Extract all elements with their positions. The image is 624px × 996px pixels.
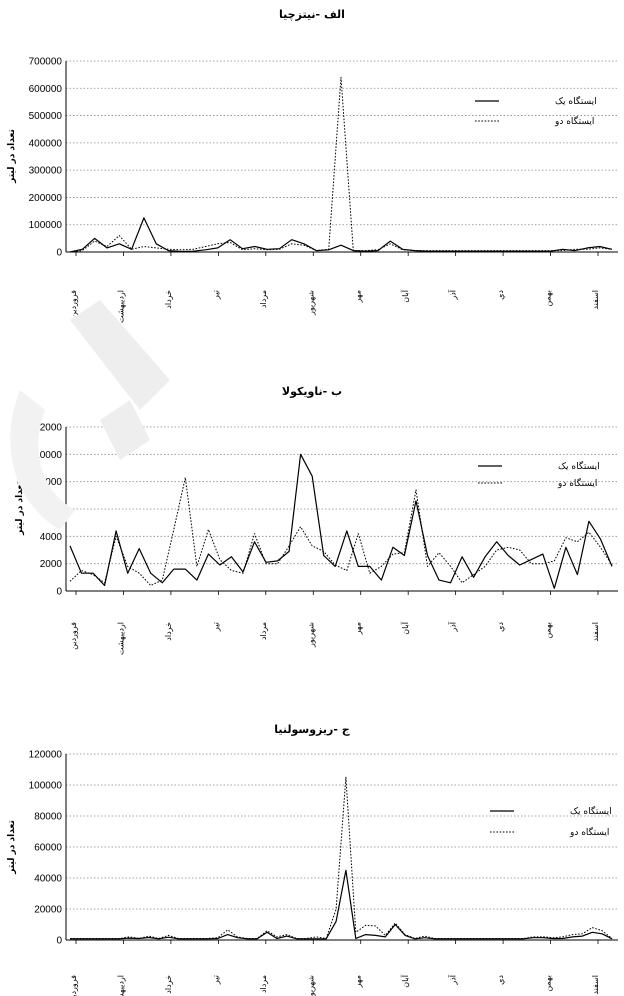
y-tick-label: 300000 bbox=[29, 166, 63, 177]
legend-label: ايستگاه يک bbox=[555, 95, 597, 107]
y-axis-label: تعداد در ليتر bbox=[15, 481, 25, 536]
x-tick-label: فروردين bbox=[69, 975, 78, 996]
x-tick-label: شهريور bbox=[306, 975, 315, 996]
series-line-station-1 bbox=[70, 869, 613, 940]
x-tick-label: بهمن bbox=[544, 975, 553, 992]
x-tick-label: مرداد bbox=[259, 975, 268, 993]
series-line-station-2 bbox=[69, 76, 613, 253]
x-tick-label: خرداد bbox=[164, 622, 173, 641]
x-tick-label: دي bbox=[496, 622, 505, 632]
legend-label: ايستگاه دو bbox=[569, 826, 609, 838]
x-tick-label: دي bbox=[496, 290, 505, 300]
x-tick-label: تير bbox=[211, 622, 220, 632]
x-tick-label: بهمن bbox=[544, 622, 553, 639]
y-tick-label: 700000 bbox=[29, 57, 63, 68]
x-tick-label: شهريور bbox=[306, 622, 315, 648]
y-tick-label: 0 bbox=[56, 248, 62, 259]
chart-3: ج -ريزوسولنيا 0 20000 40000 60000 80000 100000… bbox=[7, 723, 618, 996]
x-tick-label: فروردين bbox=[69, 622, 78, 650]
y-tick-label: 12000 bbox=[34, 423, 62, 434]
x-tick-label: آبان bbox=[400, 974, 410, 988]
x-tick-label: خرداد bbox=[164, 975, 173, 994]
legend: ايستگاه يک ايستگاه دو bbox=[475, 95, 597, 127]
x-tick-label: شهريور bbox=[306, 290, 315, 316]
x-tick-label: مرداد bbox=[259, 290, 268, 308]
y-tick-label: 100000 bbox=[29, 220, 63, 231]
x-tick-label: ارديبهشت bbox=[116, 975, 125, 996]
x-tick-label: آبان bbox=[400, 621, 410, 635]
y-tick-label: 10000 bbox=[34, 450, 62, 461]
y-tick-label: 60000 bbox=[34, 843, 62, 854]
chart-title: ب -ناويكولا bbox=[282, 385, 342, 398]
x-tick-label: مهر bbox=[354, 622, 363, 635]
x-tick-label: دي bbox=[496, 975, 505, 985]
legend-label: ايستگاه يک bbox=[570, 805, 612, 817]
x-tick-label: تير bbox=[211, 290, 220, 300]
y-axis-label: تعداد در ليتر bbox=[7, 129, 17, 184]
x-tick-label: مرداد bbox=[259, 622, 268, 640]
legend-label: ايستگاه دو bbox=[554, 115, 594, 127]
y-tick-label: 0 bbox=[56, 587, 62, 598]
x-tick-label: بهمن bbox=[544, 290, 553, 307]
y-tick-label: 400000 bbox=[29, 138, 63, 149]
x-tick-label: فروردين bbox=[69, 290, 78, 318]
chart-1: الف -نيتزچيا 0 100000 200000 300000 400000 500… bbox=[7, 8, 618, 323]
series-line-station-1 bbox=[69, 217, 613, 253]
x-tick-label: آذر bbox=[448, 974, 458, 985]
y-tick-label: 120000 bbox=[29, 750, 63, 761]
x-tick-label: آبان bbox=[400, 289, 410, 303]
legend-label: ايستگاه دو bbox=[557, 477, 597, 489]
legend: ايستگاه يک ايستگاه دو bbox=[478, 460, 600, 489]
y-axis-label: تعداد در ليتر bbox=[7, 820, 17, 875]
x-tick-label: اسفند bbox=[591, 290, 600, 310]
x-tick-label: مهر bbox=[354, 975, 363, 988]
y-tick-label: 200000 bbox=[29, 193, 63, 204]
y-tick-label: 20000 bbox=[34, 905, 62, 916]
x-tick-label: ارديبهشت bbox=[116, 290, 125, 323]
y-tick-label: 500000 bbox=[29, 111, 63, 122]
x-tick-label: مهر bbox=[354, 290, 363, 303]
y-tick-label: 4000 bbox=[40, 532, 63, 543]
y-tick-label: 0 bbox=[56, 936, 62, 947]
y-tick-label: 80000 bbox=[34, 812, 62, 823]
y-tick-label: 100000 bbox=[29, 781, 63, 792]
y-tick-label: 2000 bbox=[40, 559, 63, 570]
series-line-station-2 bbox=[69, 477, 613, 586]
chart-title: ج -ريزوسولنيا bbox=[274, 723, 349, 737]
chart-2: ب -ناويكولا 0 2000 4000 6000 8000 10000 12000 تع… bbox=[15, 385, 618, 655]
y-tick-label: 600000 bbox=[29, 84, 63, 95]
x-tick-label: اسفند bbox=[591, 622, 600, 642]
series-line-station-2 bbox=[70, 776, 613, 939]
y-tick-label: 40000 bbox=[34, 874, 62, 885]
x-tick-label: آذر bbox=[448, 621, 458, 632]
x-tick-label: خرداد bbox=[164, 290, 173, 309]
x-tick-label: اسفند bbox=[591, 975, 600, 995]
y-tick-label: 6000 bbox=[40, 505, 63, 516]
x-tick-label: تير bbox=[211, 975, 220, 985]
x-tick-label: ارديبهشت bbox=[116, 622, 125, 655]
chart-title: الف -نيتزچيا bbox=[279, 8, 345, 21]
legend-label: ايستگاه يک bbox=[558, 460, 600, 472]
y-tick-label: 8000 bbox=[40, 477, 63, 488]
legend: ايستگاه يک ايستگاه دو bbox=[490, 805, 612, 838]
x-tick-label: آذر bbox=[448, 289, 458, 300]
